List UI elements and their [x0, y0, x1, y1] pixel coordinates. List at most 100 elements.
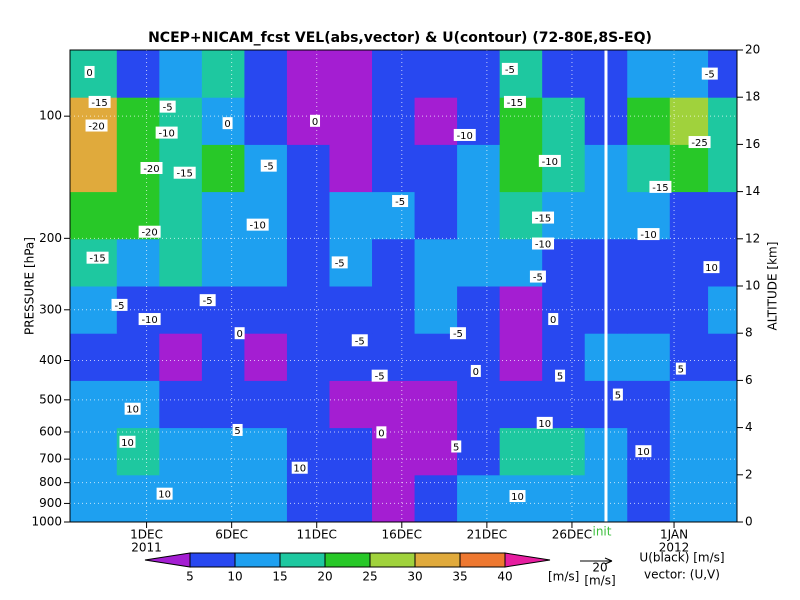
field-cell — [159, 380, 203, 429]
field-cell — [372, 50, 416, 98]
field-cell — [329, 97, 373, 145]
field-cell — [457, 50, 501, 98]
field-cell — [414, 474, 458, 523]
field-cell — [116, 238, 160, 287]
y2-tick-label: 12 — [745, 231, 760, 245]
colorbar-segment — [414, 552, 461, 568]
field-cell — [708, 144, 738, 193]
field-cell — [414, 286, 458, 334]
reference-value: 20 — [592, 561, 607, 575]
reference-unit: [m/s] — [584, 574, 615, 588]
field-cell — [329, 191, 373, 240]
contour-label-box — [701, 67, 718, 80]
contour-label: 10 — [705, 263, 718, 274]
contour-label-box — [199, 294, 216, 307]
field-cell — [414, 238, 458, 287]
y2-tick-label: 2 — [745, 467, 753, 481]
contour-label: 5 — [453, 442, 459, 453]
y2-tick-label: 0 — [745, 515, 753, 529]
contour-label: 10 — [158, 490, 171, 501]
year-label: 2011 — [131, 541, 162, 555]
y-tick-label: 400 — [39, 353, 62, 367]
colorbar-label: 35 — [452, 570, 467, 584]
y-tick-label: 200 — [39, 231, 62, 245]
reference-arrow-head — [604, 557, 613, 565]
contour-label-box — [88, 95, 111, 108]
y-tick-label: 100 — [39, 109, 62, 123]
field-cell — [372, 97, 416, 145]
field-cell — [669, 333, 709, 381]
field-cell — [708, 380, 738, 429]
field-cell — [627, 333, 671, 381]
contour-label-box — [470, 364, 481, 377]
y-axis-label: PRESSURE [hPa] — [23, 237, 37, 335]
contour-label-box — [376, 426, 387, 439]
contour-label: -5 — [355, 336, 365, 347]
field-cell — [201, 50, 245, 98]
field-cell — [329, 50, 373, 98]
contour-label-box — [140, 162, 163, 174]
contour-label: -15 — [177, 169, 193, 180]
contour-label: -10 — [141, 315, 157, 326]
colorbar-label: 30 — [407, 570, 422, 584]
contour-label: -10 — [535, 240, 551, 251]
field-cell — [329, 286, 373, 334]
field-cell — [708, 474, 738, 523]
contour-label-box — [138, 313, 161, 326]
contour-label: 0 — [473, 367, 479, 378]
contour-label: -15 — [507, 98, 523, 109]
contour-label: -5 — [203, 296, 213, 307]
contour-label: -5 — [395, 197, 405, 208]
field-cell — [286, 333, 330, 381]
field-cell — [70, 144, 118, 193]
contour-label-box — [529, 270, 546, 283]
y-tick-label: 600 — [39, 424, 62, 438]
y-tick-label: 900 — [39, 496, 62, 510]
contour-label: -15 — [91, 98, 107, 109]
contour-label: -20 — [143, 164, 159, 175]
colorbar-segment — [324, 552, 371, 568]
contour-label: -5 — [533, 273, 543, 284]
contour-label-box — [675, 362, 686, 375]
field-cell — [669, 144, 709, 193]
colorbar-segment — [504, 552, 551, 568]
contour-label-box — [310, 114, 321, 127]
field-cell — [244, 50, 288, 98]
colorbar-segment — [234, 552, 281, 568]
contour-label-box — [119, 435, 136, 448]
contour-label-box — [637, 228, 660, 241]
contour-label-box — [351, 334, 368, 347]
contour-label-box — [84, 65, 95, 78]
contour-label: -5 — [375, 372, 385, 383]
contour-label-box — [156, 487, 173, 500]
field-cell — [414, 427, 458, 476]
field-cell — [201, 286, 245, 334]
y-tick-label: 300 — [39, 302, 62, 316]
contour-label-box — [173, 166, 196, 179]
x-tick-label: 26DEC — [552, 528, 592, 542]
contour-label-box — [503, 95, 526, 108]
field-cell — [201, 380, 245, 429]
field-cell — [457, 238, 501, 287]
field-cell — [159, 427, 203, 476]
contour-label-box — [86, 251, 109, 264]
field-cell — [457, 380, 501, 429]
field-cell — [457, 474, 501, 523]
field-cell — [116, 333, 160, 381]
field-cell — [542, 97, 586, 145]
field-cell — [499, 380, 543, 429]
field-cell — [708, 427, 738, 476]
contour-label-box — [159, 100, 176, 113]
y2-tick-label: 10 — [745, 279, 760, 293]
field-cell — [201, 474, 245, 523]
field-cell — [159, 286, 203, 334]
field-cell — [159, 238, 203, 287]
field-cell — [244, 427, 288, 476]
x-tick-label: 1JAN — [660, 528, 688, 542]
field-cell — [414, 333, 458, 381]
y-tick-label: 500 — [39, 392, 62, 406]
y2-tick-label: 14 — [745, 184, 760, 198]
colorbar-segment — [279, 552, 326, 568]
field-cell — [669, 427, 709, 476]
